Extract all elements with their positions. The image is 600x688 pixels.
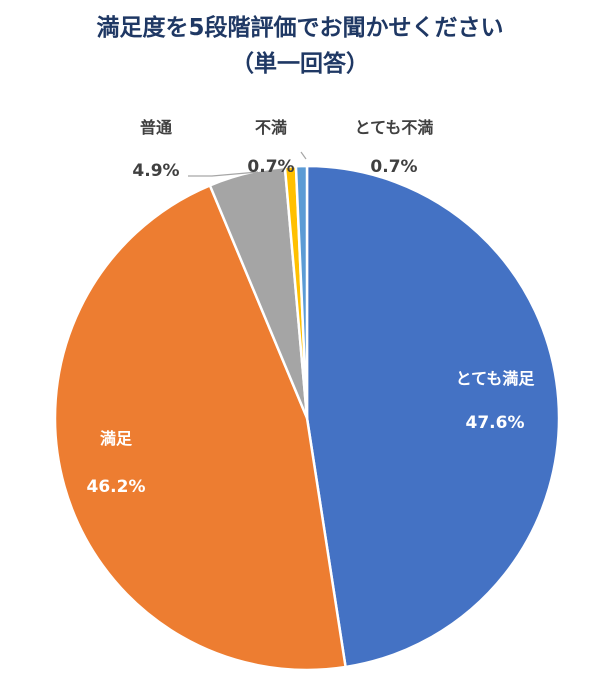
slice-category-label-1: とても満足 [456, 369, 536, 388]
chart-title: 満足度を5段階評価でお聞かせください [96, 15, 504, 41]
slice-category-label-5: とても不満 [355, 118, 434, 137]
slice-value-label-5: 0.7% [370, 157, 417, 177]
slice-value-label-3: 4.9% [132, 161, 179, 181]
leader-line-3 [188, 171, 259, 177]
pie-slice-2 [53, 184, 347, 672]
slice-category-label-2: 満足 [100, 429, 133, 448]
slice-value-label-4: 0.7% [247, 157, 294, 177]
slice-category-label-3: 普通 [140, 118, 172, 137]
pie-slice-1 [305, 164, 561, 669]
slice-value-label-1: 47.6% [466, 413, 525, 433]
chart-subtitle: （単一回答） [231, 51, 369, 77]
slice-value-label-2: 46.2% [87, 477, 146, 497]
leader-line-5 [300, 151, 307, 160]
slice-category-label-4: 不満 [255, 118, 287, 137]
pie-slice-5 [294, 164, 309, 420]
